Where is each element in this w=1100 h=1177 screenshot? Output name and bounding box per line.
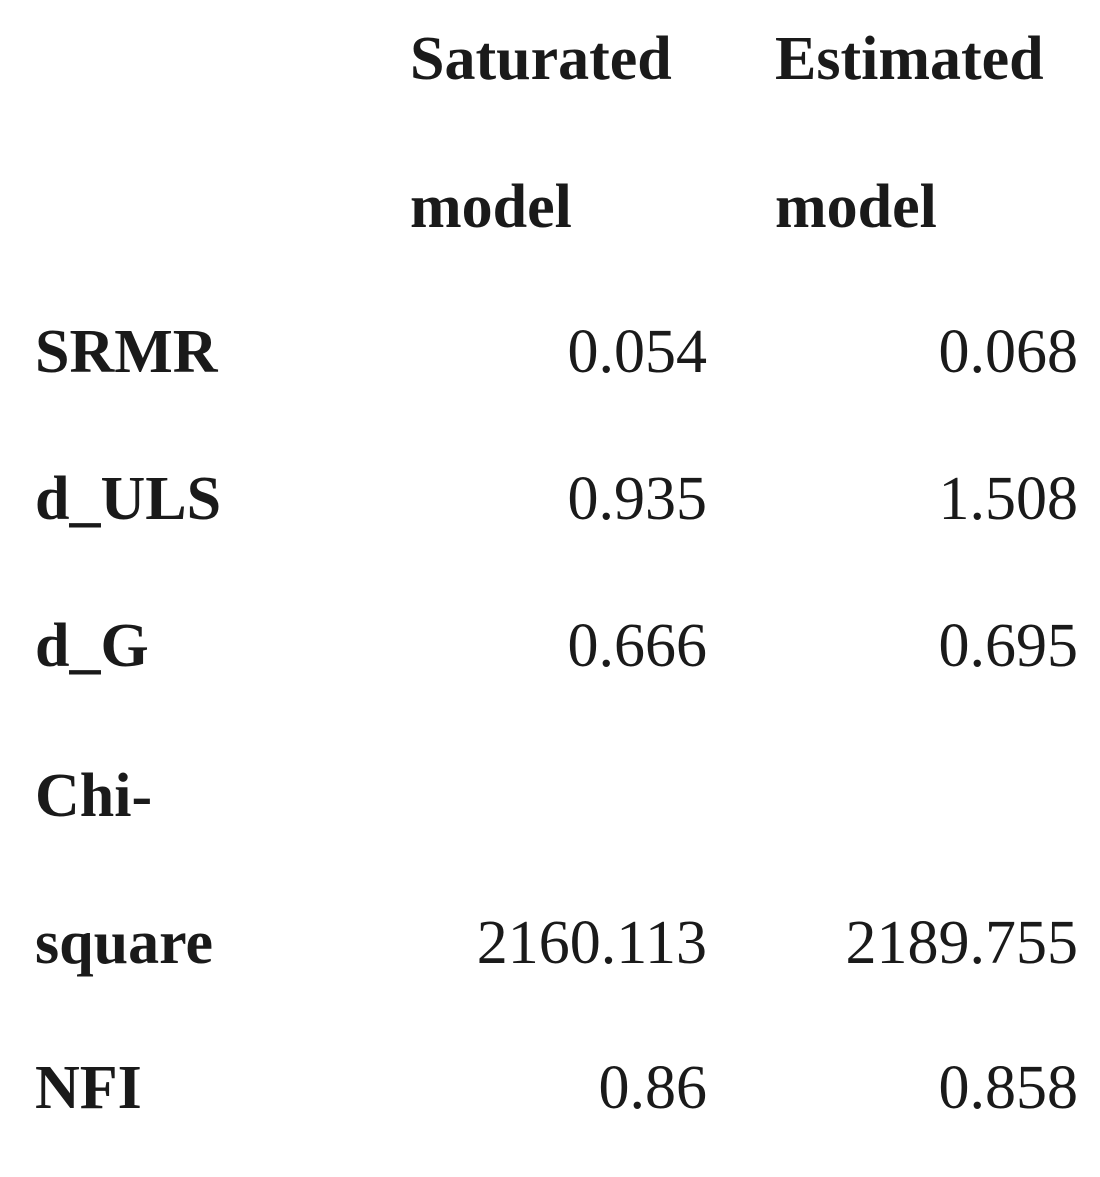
table-row-d-uls: d_ULS 0.935 1.508 — [0, 440, 1100, 588]
estimated-value: 0.695 — [938, 612, 1079, 680]
row-label: Chi- — [35, 762, 153, 830]
saturated-value: 0.666 — [567, 612, 708, 680]
estimated-value: 2189.755 — [845, 909, 1079, 977]
estimated-header-line1: Estimated — [775, 25, 1044, 93]
table-row-d-g: d_G 0.666 0.695 — [0, 587, 1100, 735]
table-row-chi-square: square 2160.113 2189.755 — [0, 884, 1100, 1032]
table-row-chi-square-line1: Chi- — [0, 737, 1100, 885]
estimated-value: 0.858 — [938, 1054, 1079, 1122]
row-label: d_ULS — [35, 465, 222, 533]
saturated-value: 0.86 — [598, 1054, 708, 1122]
table-row-srmr: SRMR 0.054 0.068 — [0, 293, 1100, 441]
table-row-nfi: NFI 0.86 0.858 — [0, 1029, 1100, 1177]
saturated-header-line1: Saturated — [410, 25, 672, 93]
saturated-header-line2: model — [410, 173, 572, 241]
row-label: NFI — [35, 1054, 142, 1122]
header-row-1: Saturated Estimated — [0, 0, 1100, 148]
estimated-value: 0.068 — [938, 318, 1079, 386]
row-label: square — [35, 909, 214, 977]
saturated-value: 0.935 — [567, 465, 708, 533]
estimated-value: 1.508 — [938, 465, 1079, 533]
estimated-header-line2: model — [775, 173, 937, 241]
saturated-value: 2160.113 — [476, 909, 707, 977]
header-row-2: model model — [0, 148, 1100, 296]
saturated-value: 0.054 — [567, 318, 708, 386]
row-label: d_G — [35, 612, 149, 680]
row-label: SRMR — [35, 318, 218, 386]
